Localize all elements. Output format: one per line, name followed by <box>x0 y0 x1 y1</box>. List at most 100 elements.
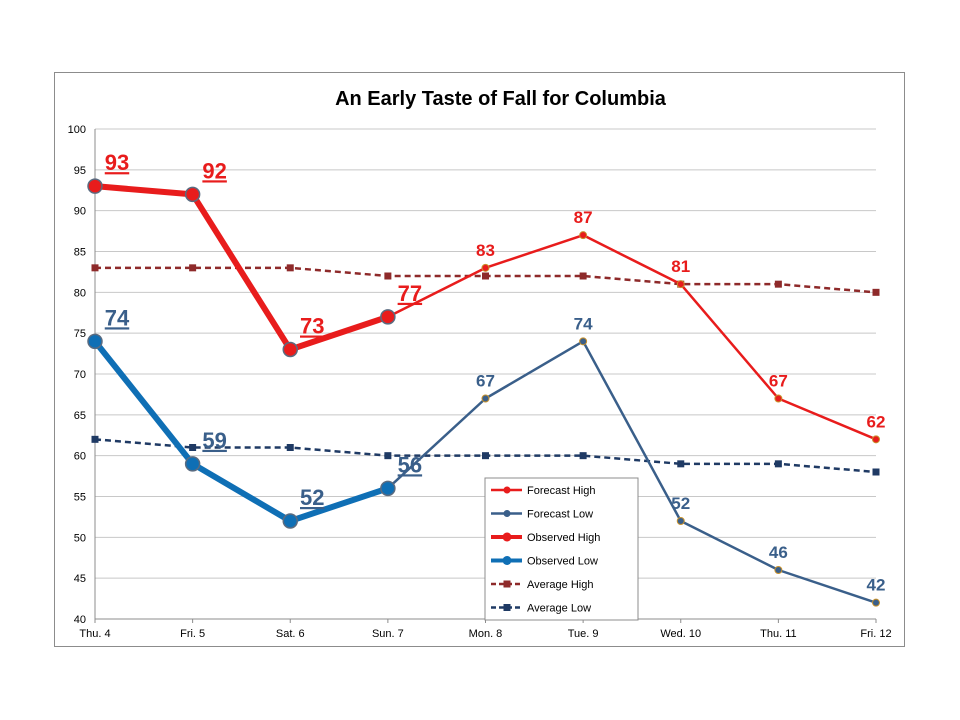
data-point <box>87 333 103 350</box>
data-point <box>91 435 99 443</box>
data-label: 83 <box>476 241 495 260</box>
data-point <box>774 394 783 403</box>
legend-label: Forecast High <box>527 485 595 497</box>
series-observed-low <box>87 333 396 529</box>
legend-marker <box>503 604 511 611</box>
x-tick-label: Fri. 12 <box>860 628 891 640</box>
y-tick-label: 90 <box>74 206 86 218</box>
y-tick-label: 75 <box>74 328 86 340</box>
data-point <box>481 263 490 272</box>
series-line-observed-low <box>92 339 389 524</box>
y-tick-label: 40 <box>74 614 86 626</box>
data-label: 67 <box>769 372 788 391</box>
legend: Forecast High Forecast Low Observed High Ob… <box>484 477 639 621</box>
legend-item-average-high: Average High <box>491 579 593 591</box>
legend-item-forecast-high: Forecast High <box>491 485 595 497</box>
data-label: 87 <box>574 208 593 227</box>
legend-marker <box>503 486 511 494</box>
x-tick-label: Wed. 10 <box>660 628 701 640</box>
legend-marker <box>502 556 512 565</box>
data-point <box>482 272 489 280</box>
data-label: 59 <box>202 428 226 453</box>
data-label: 52 <box>300 485 324 510</box>
data-point <box>384 272 392 280</box>
legend-marker <box>502 532 512 542</box>
data-point <box>91 264 99 272</box>
data-label: 77 <box>398 281 422 306</box>
data-label: 81 <box>671 257 690 276</box>
data-label: 62 <box>867 412 886 431</box>
data-point <box>481 394 490 403</box>
data-point <box>677 460 685 468</box>
x-tick-label: Sat. 6 <box>276 628 305 640</box>
chart-frame: An Early Taste of Fall for Columbia 40 45… <box>54 72 905 647</box>
data-label: 56 <box>398 452 422 477</box>
data-label: 46 <box>769 543 788 562</box>
data-point <box>286 444 294 451</box>
y-tick-label: 100 <box>68 124 86 136</box>
data-point <box>676 517 685 525</box>
data-point <box>282 513 298 529</box>
data-point <box>579 272 587 280</box>
data-label: 74 <box>105 305 130 330</box>
y-tick-label: 50 <box>74 532 86 544</box>
series-forecast-high <box>383 231 880 444</box>
y-tick-label: 60 <box>74 451 86 463</box>
data-label: 52 <box>671 494 690 513</box>
data-label: 42 <box>867 576 886 595</box>
data-label: 92 <box>202 158 226 183</box>
data-point <box>676 280 685 289</box>
legend-marker <box>503 510 511 517</box>
data-label: 67 <box>476 372 495 391</box>
legend-label: Average High <box>527 579 593 591</box>
series-average-low <box>91 435 880 476</box>
legend-box <box>484 477 639 621</box>
series-line-forecast-low <box>387 340 877 604</box>
data-point <box>872 468 880 476</box>
data-label: 73 <box>300 314 324 339</box>
legend-item-observed-low: Observed Low <box>491 556 598 568</box>
legend-label: Observed Low <box>527 556 598 568</box>
x-tick-label: Tue. 9 <box>568 628 599 640</box>
data-point <box>579 452 587 460</box>
data-label: 74 <box>574 314 593 333</box>
x-tick-label: Mon. 8 <box>469 628 503 640</box>
data-point <box>774 460 782 468</box>
x-tick-label: Thu. 4 <box>79 628 110 640</box>
series-layer <box>87 178 880 607</box>
y-tick-label: 70 <box>74 369 86 381</box>
data-point <box>872 288 880 296</box>
data-point <box>184 186 201 203</box>
chart-title: An Early Taste of Fall for Columbia <box>335 88 667 110</box>
data-label: 93 <box>105 150 129 175</box>
y-tick-label: 55 <box>74 492 86 504</box>
y-tick-label: 95 <box>74 165 86 177</box>
data-point <box>189 264 197 272</box>
data-point <box>872 435 880 444</box>
data-point <box>579 337 588 346</box>
data-point <box>189 444 197 451</box>
legend-marker <box>503 580 511 588</box>
x-tick-label: Sun. 7 <box>372 628 404 640</box>
data-point <box>286 264 294 272</box>
y-tick-label: 45 <box>74 573 86 585</box>
y-tick-label: 65 <box>74 410 86 422</box>
data-point <box>380 309 396 325</box>
legend-label: Average Low <box>527 603 591 615</box>
axis-layer: 40 45 50 55 60 65 70 75 80 85 90 95 100 Thu. 4 Fri. 5 S… <box>68 124 892 640</box>
legend-item-observed-high: Observed High <box>491 532 600 544</box>
series-observed-high <box>87 178 396 358</box>
data-point <box>579 231 588 240</box>
legend-item-average-low: Average Low <box>491 603 591 615</box>
data-point <box>184 456 201 472</box>
series-line-forecast-high <box>387 233 877 441</box>
x-tick-label: Fri. 5 <box>180 628 205 640</box>
legend-item-forecast-low: Forecast Low <box>491 509 593 521</box>
data-point <box>774 566 783 574</box>
data-point <box>87 178 103 194</box>
data-point <box>872 598 880 607</box>
legend-label: Observed High <box>527 532 600 544</box>
y-tick-label: 80 <box>74 287 86 299</box>
data-point <box>774 280 782 288</box>
data-label-layer: 83 87 81 67 62 67 74 52 46 42 93 92 73 77 74 59 52 56 <box>105 150 886 595</box>
